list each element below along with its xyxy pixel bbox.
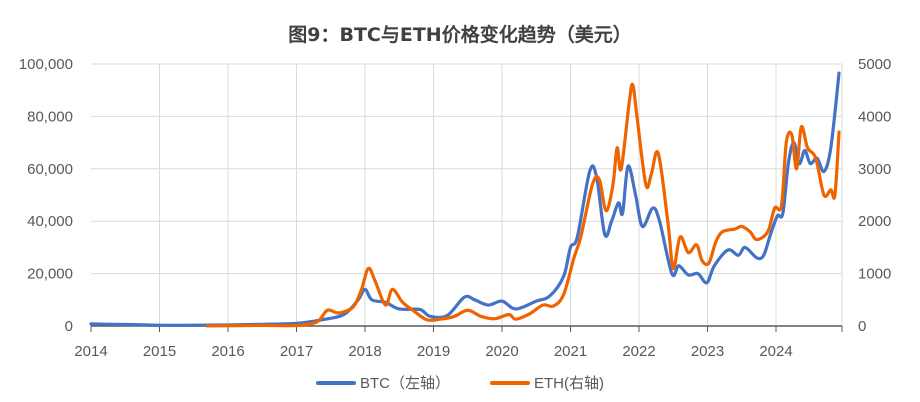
series-line-btc — [89, 71, 841, 327]
y-right-tick-label: 4000 — [858, 108, 891, 125]
x-tick-label: 2019 — [417, 343, 450, 360]
y-right-tick-label: 1000 — [858, 266, 891, 283]
x-tick-label: 2023 — [691, 343, 724, 360]
series-line-eth — [205, 82, 841, 328]
legend-swatch-btc — [315, 380, 356, 385]
y-left-tick-label: 20,000 — [27, 266, 73, 283]
legend-label-eth: ETH(右轴) — [534, 375, 604, 392]
legend: BTC（左轴） ETH(右轴) — [0, 372, 920, 393]
x-tick-label: 2017 — [280, 343, 313, 360]
y-left-tick-label: 80,000 — [27, 108, 73, 125]
legend-item-btc: BTC（左轴） — [315, 372, 450, 393]
y-left-tick-label: 100,000 — [19, 56, 73, 73]
x-tick-label: 2014 — [74, 343, 107, 360]
y-left-tick-label: 60,000 — [27, 161, 73, 178]
legend-swatch-eth — [490, 380, 530, 385]
x-tick-label: 2020 — [485, 343, 518, 360]
x-tick-label: 2018 — [348, 343, 381, 360]
x-tick-label: 2024 — [759, 343, 792, 360]
y-left-tick-label: 40,000 — [27, 213, 73, 230]
x-tick-label: 2015 — [143, 343, 176, 360]
y-right-tick-label: 0 — [858, 318, 866, 335]
legend-item-eth: ETH(右轴) — [490, 372, 604, 393]
legend-label-btc: BTC（左轴） — [359, 375, 450, 392]
y-right-tick-label: 3000 — [858, 161, 891, 178]
y-left-tick-label: 0 — [65, 318, 73, 335]
x-tick-label: 2022 — [622, 343, 655, 360]
y-right-tick-label: 5000 — [858, 56, 891, 73]
x-tick-label: 2016 — [211, 343, 244, 360]
chart-title: 图9：BTC与ETH价格变化趋势（美元） — [288, 24, 632, 46]
x-tick-label: 2021 — [554, 343, 587, 360]
y-right-tick-label: 2000 — [858, 213, 891, 230]
